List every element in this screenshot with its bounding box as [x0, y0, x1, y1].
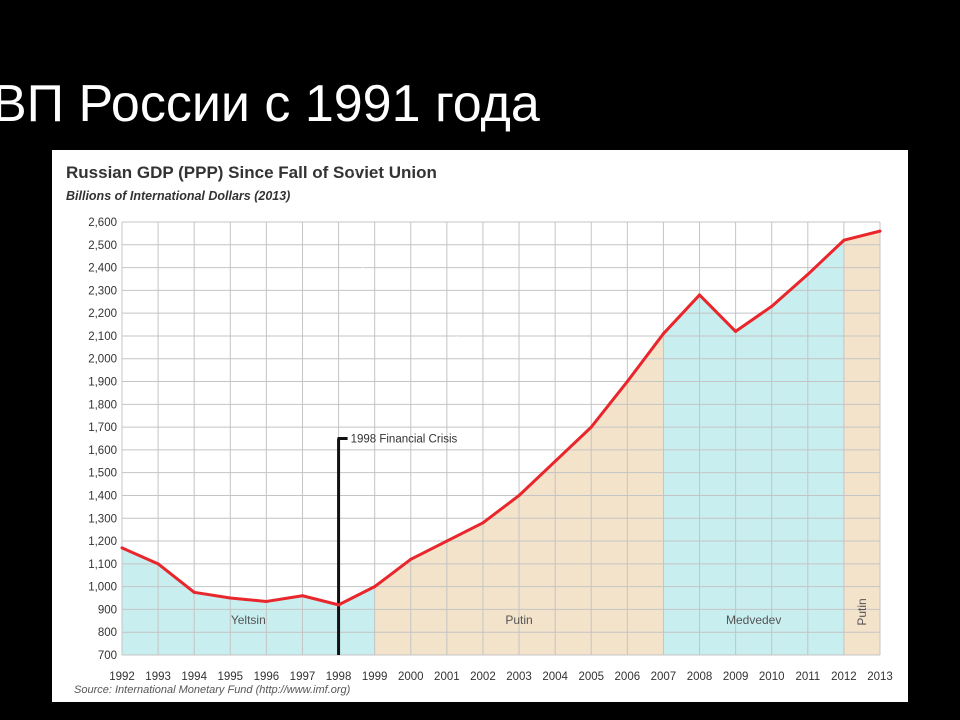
grid-layer — [121, 221, 881, 656]
gdp-data-point — [734, 329, 738, 333]
regions-layer — [122, 231, 880, 656]
x-tick-label: 1995 — [217, 671, 243, 683]
chart-subtitle: Billions of International Dollars (2013) — [66, 189, 290, 203]
y-tick-label: 2,600 — [88, 217, 117, 229]
gdp-data-point — [661, 332, 665, 336]
slide-title: ВП России с 1991 года — [0, 75, 540, 133]
chart-container: Russian GDP (PPP) Since Fall of Soviet U… — [52, 150, 908, 702]
gdp-data-point — [770, 304, 774, 308]
region-label: Yeltsin — [231, 613, 266, 627]
x-tick-label: 2007 — [651, 671, 677, 683]
x-tick-label: 1999 — [362, 671, 388, 683]
x-tick-label: 1993 — [145, 671, 171, 683]
gdp-line-chart: Russian GDP (PPP) Since Fall of Soviet U… — [66, 163, 893, 696]
region-labels: Yeltsin Putin Medvedev Putin — [231, 598, 869, 627]
gdp-data-point — [589, 425, 593, 429]
y-axis-ticks: 700 800 900 1,000 1,100 1,200 1,300 1,400 1,500 1… — [88, 217, 117, 662]
x-tick-label: 2013 — [867, 671, 893, 683]
x-tick-label: 2008 — [687, 671, 713, 683]
gdp-data-point — [409, 557, 413, 561]
x-tick-label: 2004 — [542, 671, 568, 683]
gdp-data-point — [445, 539, 449, 543]
x-tick-label: 1992 — [109, 671, 135, 683]
gdp-data-point — [481, 521, 485, 525]
gdp-data-point — [228, 596, 232, 600]
gdp-data-point — [373, 585, 377, 589]
region-label: Putin — [505, 613, 532, 627]
y-tick-label: 1,500 — [88, 468, 117, 480]
gdp-data-point — [192, 590, 196, 594]
region-label: Medvedev — [726, 613, 781, 627]
x-tick-label: 2001 — [434, 671, 460, 683]
y-tick-label: 2,100 — [88, 331, 117, 343]
region-fill-3 — [843, 231, 880, 655]
y-tick-label: 2,500 — [88, 240, 117, 252]
region-fill-2 — [663, 240, 844, 656]
gdp-data-point — [337, 603, 341, 607]
series-layer — [120, 229, 882, 607]
overlay-bullet-3: • — [360, 258, 366, 275]
y-tick-label: 2,000 — [88, 354, 117, 366]
gdp-data-point — [156, 562, 160, 566]
gdp-data-point — [264, 599, 268, 603]
overlay-bullet-2: • — [360, 212, 366, 229]
x-tick-label: 2000 — [398, 671, 424, 683]
gdp-series-line — [121, 229, 881, 607]
annotation-layer: 1998 Financial Crisis — [337, 434, 458, 655]
y-tick-label: 2,200 — [88, 308, 117, 320]
crisis-annotation-label: 1998 Financial Crisis — [351, 434, 458, 446]
x-tick-label: 2006 — [615, 671, 641, 683]
x-axis-ticks: 1992 1993 1994 1995 1996 1997 1998 1999 2000 2001… — [109, 671, 893, 683]
y-tick-label: 1,300 — [88, 513, 117, 525]
overlay-bullet-5: • — [454, 330, 460, 347]
x-tick-label: 2012 — [831, 671, 857, 683]
y-tick-label: 800 — [98, 627, 117, 639]
gdp-data-point — [842, 238, 846, 242]
x-tick-label: 2005 — [578, 671, 604, 683]
x-tick-label: 2002 — [470, 671, 496, 683]
y-tick-label: 900 — [98, 604, 117, 616]
gdp-data-point — [806, 272, 810, 276]
overlay-bullet-4: • — [392, 295, 398, 312]
x-tick-label: 2010 — [759, 671, 785, 683]
gdp-data-point — [517, 493, 521, 497]
region-label: Putin — [855, 598, 869, 625]
y-tick-label: 1,900 — [88, 377, 117, 389]
gdp-data-point — [300, 594, 304, 598]
y-tick-label: 1,600 — [88, 445, 117, 457]
y-tick-label: 1,400 — [88, 490, 117, 502]
x-tick-label: 2009 — [723, 671, 749, 683]
gdp-data-point — [625, 380, 629, 384]
gdp-data-point — [120, 546, 124, 550]
y-tick-label: 1,700 — [88, 422, 117, 434]
y-tick-label: 700 — [98, 650, 117, 662]
y-tick-label: 1,800 — [88, 399, 117, 411]
overlay-bullet-1: • — [352, 164, 358, 181]
x-tick-label: 1996 — [254, 671, 280, 683]
chart-source: Source: International Monetary Fund (htt… — [74, 684, 351, 696]
x-tick-label: 1997 — [290, 671, 316, 683]
x-tick-label: 1998 — [326, 671, 352, 683]
region-fill-0 — [122, 547, 375, 655]
y-tick-label: 2,300 — [88, 285, 117, 297]
gdp-data-point — [553, 459, 557, 463]
chart-title: Russian GDP (PPP) Since Fall of Soviet U… — [66, 163, 437, 182]
y-tick-label: 1,100 — [88, 559, 117, 571]
x-tick-label: 2003 — [506, 671, 532, 683]
y-tick-label: 1,200 — [88, 536, 117, 548]
x-tick-label: 1994 — [181, 671, 207, 683]
gdp-data-point — [878, 229, 882, 233]
gdp-data-point — [698, 293, 702, 297]
y-tick-label: 1,000 — [88, 582, 117, 594]
x-tick-label: 2011 — [795, 671, 820, 683]
y-tick-label: 2,400 — [88, 263, 117, 275]
